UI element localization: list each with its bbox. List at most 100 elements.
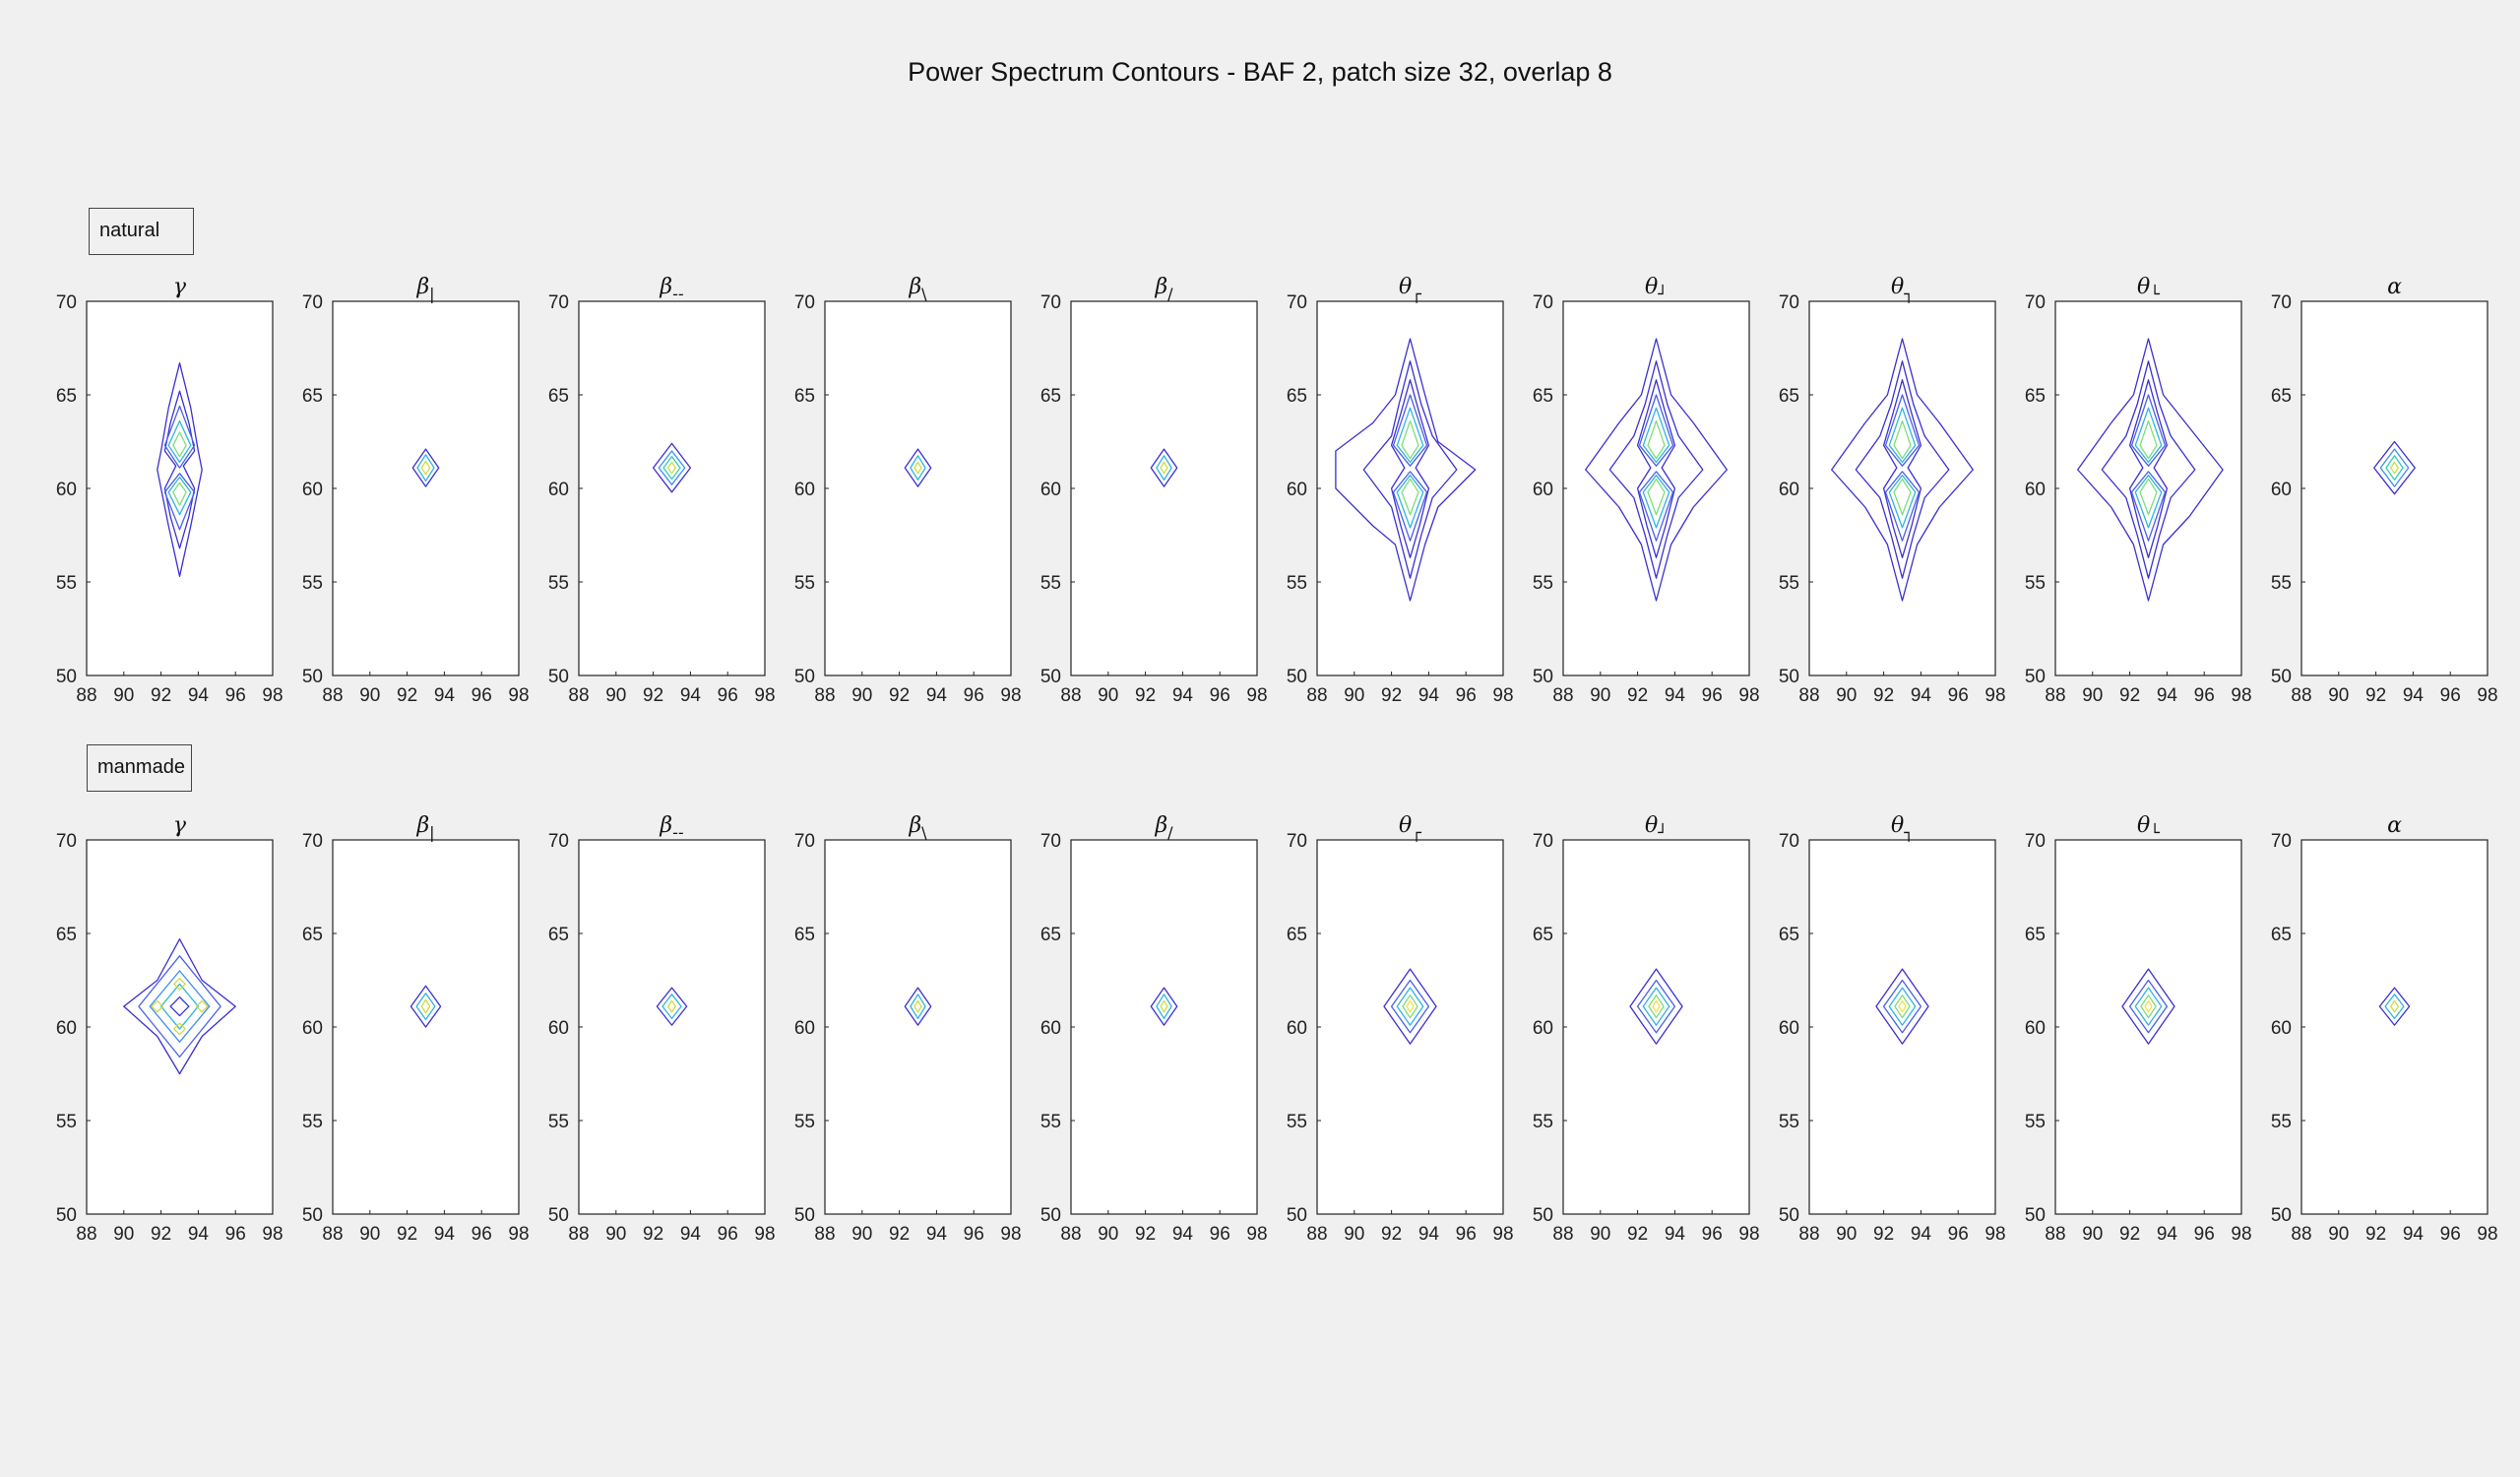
x-tick-label: 94 bbox=[1911, 685, 1932, 706]
y-tick-label: 70 bbox=[2271, 292, 2292, 313]
y-tick-label: 65 bbox=[548, 386, 569, 407]
panel-title: γ bbox=[173, 813, 187, 838]
axes-box bbox=[824, 839, 1012, 1215]
x-tick-label: 94 bbox=[1172, 685, 1194, 706]
x-tick-label: 92 bbox=[2365, 685, 2386, 706]
x-tick-label: 96 bbox=[2194, 1224, 2215, 1245]
x-tick-label: 88 bbox=[1552, 1224, 1573, 1245]
y-tick-label: 65 bbox=[1040, 925, 1061, 945]
contour-panel: 88 90 92 94 96 98 50 55 60 65 70 β-- bbox=[548, 275, 776, 706]
panel-title: θ┌ bbox=[1399, 813, 1421, 842]
x-tick-label: 98 bbox=[2477, 685, 2497, 706]
contour-line bbox=[1642, 407, 1670, 464]
contour-line bbox=[1638, 471, 1674, 542]
y-tick-label: 70 bbox=[56, 292, 77, 313]
x-tick-label: 92 bbox=[643, 1224, 663, 1245]
y-tick-label: 70 bbox=[794, 292, 815, 313]
contour-line bbox=[1401, 478, 1419, 516]
contour-line bbox=[420, 460, 431, 476]
contour-panel: 88 90 92 94 96 98 50 55 60 65 70 θ┘ bbox=[1533, 813, 1760, 1245]
contour-line bbox=[195, 999, 209, 1013]
y-tick-label: 60 bbox=[1533, 1018, 1553, 1039]
contour-line bbox=[163, 390, 196, 549]
x-tick-label: 90 bbox=[1836, 685, 1857, 706]
y-tick-label: 70 bbox=[1779, 831, 1799, 852]
x-tick-label: 98 bbox=[1246, 685, 1267, 706]
contour-line bbox=[138, 955, 221, 1059]
x-tick-label: 98 bbox=[2231, 685, 2251, 706]
x-tick-label: 90 bbox=[1590, 685, 1610, 706]
y-tick-label: 55 bbox=[2271, 573, 2292, 594]
contour-line bbox=[2134, 407, 2163, 464]
contour-panel: 88 90 92 94 96 98 50 55 60 65 70 β/ bbox=[1040, 813, 1268, 1245]
contour-line bbox=[159, 983, 200, 1030]
contour-line bbox=[1875, 968, 1929, 1045]
contour-panel: 88 90 92 94 96 98 50 55 60 65 70 β-- bbox=[548, 813, 776, 1245]
axes-box bbox=[1808, 300, 1996, 676]
x-tick-label: 90 bbox=[359, 685, 380, 706]
contour-line bbox=[2390, 999, 2399, 1013]
axes-box bbox=[578, 300, 766, 676]
panel-title: θ└ bbox=[2137, 275, 2160, 303]
contour-line bbox=[167, 419, 192, 464]
x-tick-label: 92 bbox=[2119, 685, 2140, 706]
contour-line bbox=[1647, 478, 1666, 516]
contour-line bbox=[1894, 995, 1911, 1019]
contour-line bbox=[1392, 394, 1428, 467]
x-tick-label: 94 bbox=[680, 1224, 702, 1245]
x-tick-label: 96 bbox=[472, 685, 492, 706]
panel-title: α bbox=[2387, 275, 2402, 299]
y-tick-label: 50 bbox=[1533, 1205, 1553, 1226]
contour-line bbox=[914, 999, 922, 1013]
contour-line bbox=[1396, 475, 1424, 529]
contour-line bbox=[123, 938, 236, 1075]
y-tick-label: 60 bbox=[56, 480, 77, 500]
contour-line bbox=[1647, 419, 1666, 460]
y-tick-label: 65 bbox=[1779, 925, 1799, 945]
x-tick-label: 94 bbox=[2403, 685, 2425, 706]
y-tick-label: 70 bbox=[1779, 292, 1799, 313]
y-tick-label: 60 bbox=[56, 1018, 77, 1039]
y-tick-label: 65 bbox=[56, 386, 77, 407]
x-tick-label: 90 bbox=[605, 1224, 626, 1245]
y-tick-label: 50 bbox=[548, 667, 569, 687]
y-tick-label: 70 bbox=[794, 831, 815, 852]
x-tick-label: 98 bbox=[1738, 1224, 1759, 1245]
y-tick-label: 65 bbox=[1040, 386, 1061, 407]
y-tick-label: 55 bbox=[302, 573, 323, 594]
contour-line bbox=[172, 482, 187, 506]
y-tick-label: 70 bbox=[2025, 292, 2046, 313]
contour-line bbox=[2384, 994, 2405, 1020]
x-tick-label: 98 bbox=[1000, 1224, 1021, 1245]
contour-line bbox=[1160, 461, 1168, 475]
contour-panel: 88 90 92 94 96 98 50 55 60 65 70 θ└ bbox=[2025, 813, 2252, 1245]
x-tick-label: 88 bbox=[568, 1224, 589, 1245]
x-tick-label: 92 bbox=[889, 1224, 910, 1245]
x-tick-label: 94 bbox=[188, 685, 210, 706]
y-tick-label: 50 bbox=[794, 667, 815, 687]
y-tick-label: 60 bbox=[548, 480, 569, 500]
y-tick-label: 70 bbox=[548, 831, 569, 852]
contour-line bbox=[2139, 478, 2158, 516]
contour-line bbox=[667, 461, 676, 475]
y-tick-label: 70 bbox=[1287, 292, 1307, 313]
panel-title: θ┐ bbox=[1891, 813, 1914, 842]
x-tick-label: 98 bbox=[1738, 685, 1759, 706]
y-tick-label: 60 bbox=[548, 1018, 569, 1039]
x-tick-label: 90 bbox=[359, 1224, 380, 1245]
x-tick-label: 88 bbox=[568, 685, 589, 706]
y-tick-label: 60 bbox=[2025, 480, 2046, 500]
x-tick-label: 92 bbox=[2119, 1224, 2140, 1245]
y-tick-label: 50 bbox=[1779, 667, 1799, 687]
contour-panel: 88 90 92 94 96 98 50 55 60 65 70 θ┌ bbox=[1287, 813, 1514, 1245]
axes-box bbox=[2054, 839, 2242, 1215]
x-tick-label: 92 bbox=[1381, 685, 1402, 706]
contour-line bbox=[415, 993, 436, 1021]
x-tick-label: 98 bbox=[754, 1224, 775, 1245]
contour-line bbox=[2373, 440, 2416, 495]
contour-line bbox=[1636, 379, 1676, 558]
x-tick-label: 90 bbox=[1098, 1224, 1118, 1245]
y-tick-label: 55 bbox=[794, 1112, 815, 1132]
y-tick-label: 55 bbox=[56, 573, 77, 594]
contour-panel: 88 90 92 94 96 98 50 55 60 65 70 β\ bbox=[794, 275, 1022, 706]
